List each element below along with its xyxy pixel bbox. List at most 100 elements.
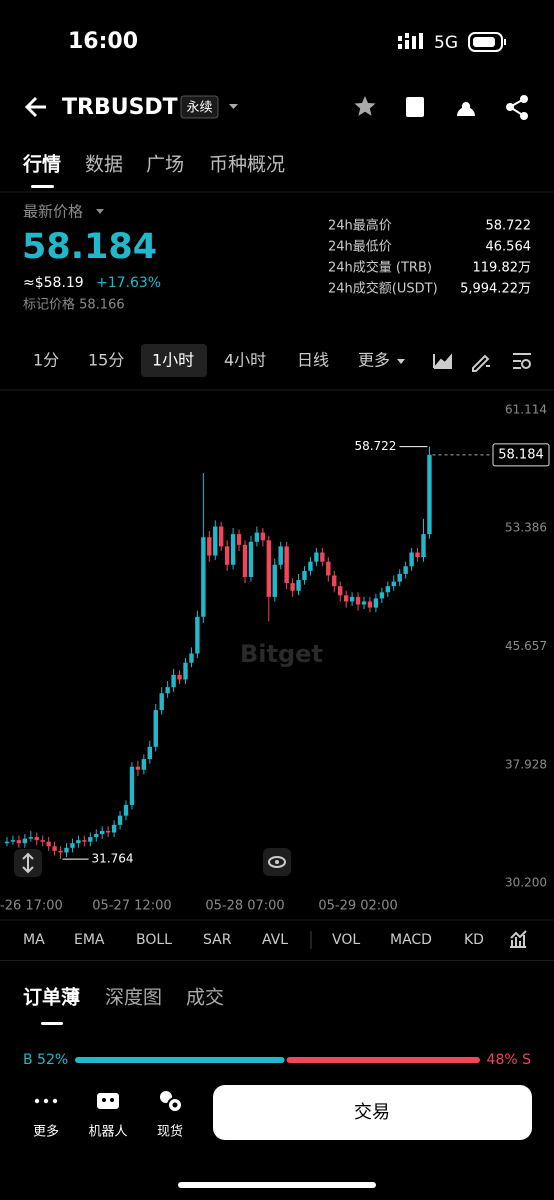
stat-label: 24h最低价 [328,240,392,255]
candle-body [34,837,39,841]
y-tick-label: 30.200 [505,876,547,890]
dropdown-icon[interactable] [229,104,238,109]
indicator[interactable]: VOL [332,932,360,948]
indicator[interactable]: BOLL [136,932,172,948]
dropdown-icon [96,209,104,214]
candle-body [165,687,170,694]
back-button[interactable] [24,96,46,118]
last-price-box [492,443,550,467]
dropdown-icon [397,359,405,364]
watermark: Bitget [240,640,323,668]
candle-body [195,616,200,654]
price-change: +17.63% [96,275,161,291]
y-tick-label: 61.114 [505,403,547,417]
indicator[interactable]: MACD [390,932,432,948]
nav-label[interactable]: 更多 [33,1124,59,1140]
indicator-settings[interactable] [510,930,527,948]
indicator[interactable]: EMA [74,932,105,948]
chart-type-icon[interactable] [433,353,452,369]
spot-icon[interactable] [160,1091,183,1113]
visibility-button[interactable] [263,848,291,876]
stat-value: 58.722 [486,219,532,234]
candle-body [82,840,87,842]
symbol[interactable]: TRBUSDT [62,95,178,120]
order-tab[interactable]: 深度图 [105,987,162,1009]
candle-body [201,537,206,617]
indicator[interactable]: MA [23,932,45,948]
candle-body [308,561,313,571]
tab[interactable]: 数据 [85,154,123,176]
indicator[interactable]: KD [464,932,484,948]
stat-label: 24h成交额(USDT) [328,281,438,297]
tab-indicator [31,185,54,188]
candle-body [367,601,373,608]
settings-icon[interactable] [513,353,531,369]
indicator[interactable]: SAR [203,932,232,948]
interval[interactable]: 4小时 [224,351,266,370]
settings-icon[interactable] [521,359,531,369]
candle-body [254,532,260,542]
candle-body [153,710,158,747]
sell-ratio: 48% S [487,1052,532,1068]
candle-body [123,804,129,816]
book-icon[interactable] [406,97,424,117]
y-tick-label: 53.386 [505,521,547,535]
interval[interactable]: 15分 [88,351,124,370]
badge: 永续 [186,101,212,116]
candle-body [290,583,295,591]
usd-price: ≈$58.19 [23,275,84,291]
candle-body [177,674,182,680]
candle-body [391,581,396,587]
candle-body [314,552,319,562]
x-tick-label: 05-27 12:00 [92,899,171,914]
candle-body [379,592,385,599]
candle-body [415,552,420,558]
tab[interactable]: 币种概况 [209,154,285,176]
candle-body [4,841,10,844]
order-tab[interactable]: 成交 [186,987,224,1009]
candle-body [22,838,28,844]
x-tick-label: -26 17:00 [0,899,63,914]
interval[interactable]: 日线 [297,351,329,370]
candle-body [361,601,367,605]
tab[interactable]: 广场 [146,154,184,176]
battery-icon [468,32,506,52]
badge-box [180,95,219,119]
candle-body [46,841,51,847]
price-label[interactable]: 最新价格 [23,203,83,221]
nav-label[interactable]: 现货 [157,1124,183,1140]
interval[interactable]: 更多 [358,351,390,370]
robot-icon[interactable] [97,1093,119,1109]
interval[interactable]: 1分 [33,351,59,370]
nav-label[interactable]: 机器人 [88,1125,127,1140]
expand-button[interactable] [14,849,42,877]
candle-body [70,843,75,848]
candle-body [100,830,105,835]
tab-indicator [41,1022,63,1025]
trade-button-label[interactable]: 交易 [354,1102,390,1123]
candle-body [105,830,111,833]
x-tick-label: 05-29 02:00 [318,899,397,914]
candle-body [111,824,117,833]
trade-button[interactable] [213,1085,532,1140]
low-marker: 31.764 [92,852,134,866]
draw-icon[interactable] [472,354,490,372]
order-tab[interactable]: 订单薄 [23,986,80,1009]
share-icon[interactable] [506,95,528,120]
more-icon[interactable] [34,1098,58,1104]
divider [0,960,554,961]
status-time: 16:00 [68,29,138,54]
indicator[interactable]: AVL [262,932,288,948]
stat-value: 5,994.22万 [460,282,531,297]
last-price: 58.184 [22,227,157,267]
tab[interactable]: 行情 [22,153,61,176]
interval[interactable]: 1小时 [152,351,194,370]
candle-body [88,837,93,842]
star-icon[interactable] [354,96,376,116]
alert-icon[interactable] [457,102,475,116]
candle-body [207,537,212,556]
candle-body [224,546,230,565]
